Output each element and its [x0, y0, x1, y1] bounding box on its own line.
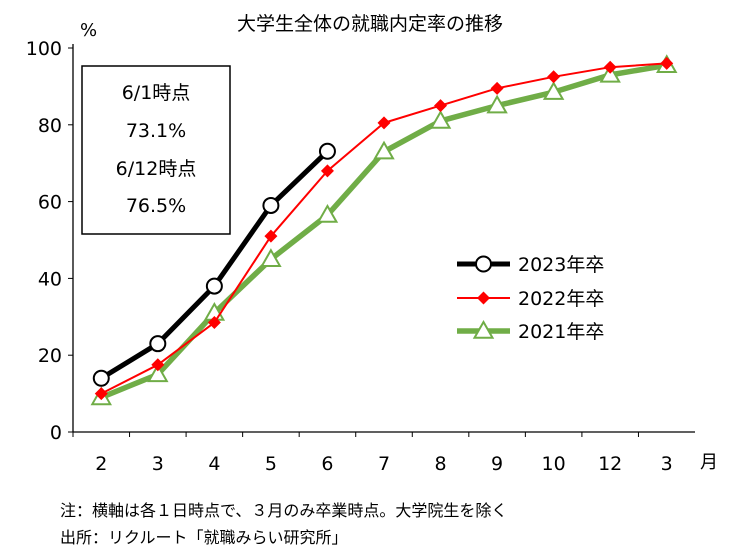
footnote: 注：横軸は各１日時点で、３月のみ卒業時点。大学院生を除く: [60, 501, 508, 520]
x-tick-label: 2: [95, 453, 107, 475]
source-note: 出所：リクルート「就職みらい研究所」: [60, 528, 348, 547]
data-point: [603, 60, 617, 74]
legend-label: 2021年卒: [518, 321, 604, 343]
legend-label: 2022年卒: [518, 288, 604, 310]
x-tick-label: 5: [265, 453, 277, 475]
data-point: [660, 56, 674, 70]
y-tick-label: 20: [38, 345, 62, 367]
x-tick-label: 10: [542, 453, 566, 475]
data-point: [149, 335, 167, 353]
y-tick-label: 100: [26, 38, 62, 60]
data-point: [547, 70, 561, 84]
data-point: [320, 164, 334, 178]
data-point: [205, 277, 223, 295]
x-tick-label: 12: [598, 453, 622, 475]
data-point: [486, 94, 508, 114]
data-point: [92, 369, 110, 387]
data-point: [490, 81, 504, 95]
y-tick-label: 60: [38, 192, 62, 214]
annotation-text: 6/1時点: [122, 82, 191, 104]
y-tick-label: 80: [38, 115, 62, 137]
y-tick-label: 0: [50, 422, 62, 444]
line-chart: 大学生全体の就職内定率の推移% 月 0 20 40 60 80 100 2 3 4 5 6 7 8 9 10 12…: [26, 13, 718, 475]
data-point: [264, 229, 278, 243]
data-point: [377, 116, 391, 130]
x-axis-unit: 月: [700, 452, 718, 473]
data-point: [599, 63, 621, 83]
data-point: [373, 140, 395, 160]
data-point: [542, 81, 565, 100]
legend-label: 2023年卒: [518, 254, 604, 276]
legend-marker: [477, 291, 490, 305]
data-point: [151, 358, 165, 372]
x-tick-label: 3: [661, 453, 673, 475]
y-axis-unit: %: [80, 20, 97, 41]
data-point: [262, 196, 280, 214]
annotation-text: 73.1%: [126, 120, 186, 142]
legend-marker: [475, 255, 492, 273]
data-point: [147, 363, 169, 383]
annotation-box: [81, 65, 231, 235]
data-point: [94, 387, 108, 401]
legend-marker: [472, 319, 495, 339]
x-tick-label: 3: [152, 453, 164, 475]
x-tick-label: 4: [208, 453, 220, 475]
x-tick-label: 9: [491, 453, 503, 475]
annotation-text: 76.5%: [126, 195, 186, 217]
annotation-text: 6/12時点: [116, 158, 197, 180]
data-point: [260, 248, 282, 267]
chart-title: 大学生全体の就職内定率の推移: [237, 13, 503, 35]
x-tick-label: 8: [434, 453, 446, 475]
x-tick-label: 7: [378, 453, 390, 475]
data-point: [429, 109, 452, 129]
data-point: [318, 142, 336, 160]
x-tick-label: 6: [321, 453, 333, 475]
y-tick-label: 40: [38, 268, 62, 290]
data-point: [207, 316, 221, 330]
data-point: [434, 99, 448, 113]
data-point: [316, 204, 339, 223]
